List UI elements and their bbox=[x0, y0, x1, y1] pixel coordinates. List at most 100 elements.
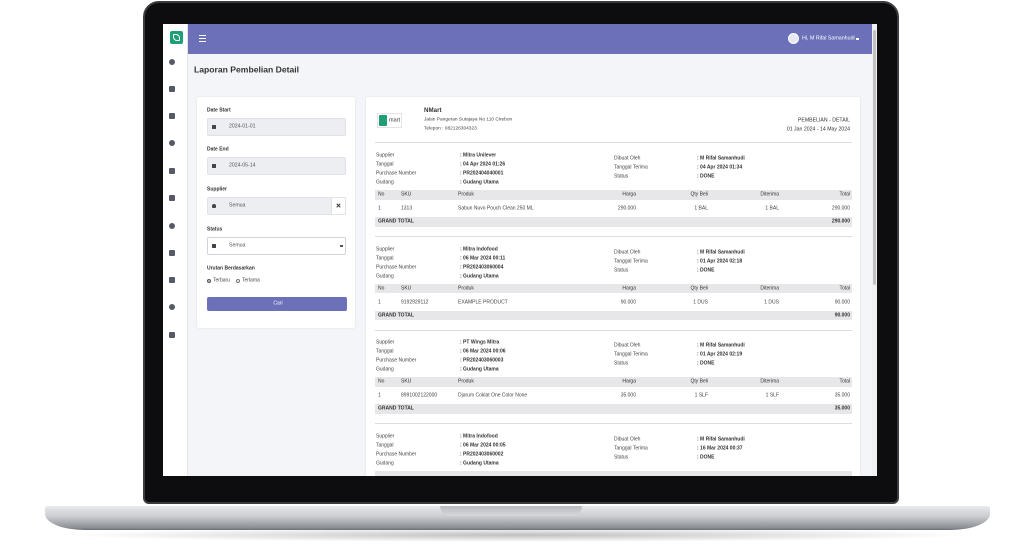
info-label: Status bbox=[614, 173, 629, 180]
radio-checked[interactable] bbox=[207, 279, 211, 283]
sidebar-icon[interactable] bbox=[169, 332, 175, 338]
field-label: Status bbox=[207, 226, 223, 233]
sidebar-icon[interactable] bbox=[169, 86, 175, 92]
grand-total-value: 290.000 bbox=[831, 218, 850, 225]
navbar bbox=[188, 24, 872, 54]
column-header: Diterima bbox=[760, 285, 779, 292]
divider bbox=[375, 142, 852, 143]
sidebar-icon[interactable] bbox=[169, 250, 175, 256]
sidebar-icon[interactable] bbox=[169, 195, 175, 201]
report-title: PEMBELIAN - DETAIL bbox=[797, 117, 850, 124]
radio-label[interactable]: Terlama bbox=[242, 277, 260, 284]
radio-label[interactable]: Terbaru bbox=[213, 277, 230, 284]
sort-label: Urutan Berdasarkan bbox=[207, 265, 255, 272]
column-header: SKU bbox=[401, 285, 412, 292]
search-button-label[interactable]: Cari bbox=[273, 300, 283, 307]
input-icon bbox=[212, 244, 216, 248]
info-value: : Gudang Utama bbox=[460, 460, 499, 467]
menu-icon bbox=[199, 38, 206, 40]
table-header bbox=[375, 471, 852, 476]
info-value: : 04 Apr 2024 01:26 bbox=[460, 161, 506, 168]
column-header: Produk bbox=[458, 191, 474, 198]
info-value: : Mitra Indofood bbox=[460, 246, 498, 253]
column-header: SKU bbox=[401, 378, 412, 385]
search-button[interactable] bbox=[207, 297, 347, 311]
scrollbar-thumb[interactable] bbox=[873, 30, 876, 285]
info-label: Dibuat Oleh bbox=[614, 155, 641, 162]
sidebar-icon[interactable] bbox=[169, 168, 175, 174]
input-icon bbox=[212, 164, 216, 168]
table-cell: 35.000 bbox=[834, 392, 850, 399]
divider bbox=[375, 236, 852, 237]
info-value: : PR202403060004 bbox=[460, 264, 504, 271]
sidebar-icon[interactable] bbox=[169, 277, 175, 283]
column-header: Produk bbox=[458, 285, 474, 292]
grand-total-label: GRAND TOTAL bbox=[378, 405, 414, 412]
input-value: 2024-01-01 bbox=[229, 123, 256, 130]
column-header: Total bbox=[839, 191, 850, 198]
column-header: Diterima bbox=[760, 191, 779, 198]
info-value: : PR202403060003 bbox=[460, 357, 504, 364]
info-label: Status bbox=[614, 360, 629, 367]
grand-total-label: GRAND TOTAL bbox=[378, 218, 414, 225]
info-value: : DONE bbox=[697, 267, 715, 274]
user-name[interactable]: Hi, M Rifal Samanhudi bbox=[802, 35, 855, 42]
report-logo-mark bbox=[379, 115, 387, 126]
user-avatar[interactable] bbox=[788, 33, 799, 44]
sidebar-icon[interactable] bbox=[169, 304, 175, 310]
column-header: Total bbox=[839, 378, 850, 385]
grand-total-row bbox=[375, 217, 852, 227]
table-header bbox=[375, 377, 852, 387]
sidebar-icon[interactable] bbox=[169, 140, 175, 146]
user-caret bbox=[856, 38, 859, 40]
table-cell: 1 bbox=[378, 205, 381, 212]
table-cell: 1 bbox=[378, 392, 381, 399]
grand-total-row bbox=[375, 310, 852, 321]
table-cell: Sabun Nuvo Pouch Clean 250 ML bbox=[458, 205, 534, 212]
table-cell: 8991002122000 bbox=[401, 392, 438, 399]
info-label: Gudang bbox=[376, 366, 394, 373]
info-value: : Gudang Utama bbox=[460, 179, 499, 186]
info-label: Tanggal bbox=[376, 161, 394, 168]
input-field[interactable] bbox=[207, 197, 346, 215]
input-field[interactable] bbox=[207, 118, 346, 136]
info-value: : Gudang Utama bbox=[460, 273, 499, 280]
laptop-shadow bbox=[60, 528, 975, 542]
sidebar-icon[interactable] bbox=[169, 223, 175, 229]
company-name: NMart bbox=[424, 106, 442, 114]
report-logo-text: mart bbox=[389, 116, 400, 123]
input-field[interactable] bbox=[207, 157, 346, 175]
screen: Hi, M Rifal Samanhudi Laporan Pembelian D… bbox=[163, 24, 877, 476]
info-label: Supplier bbox=[376, 339, 395, 346]
sidebar-icon[interactable] bbox=[169, 113, 175, 119]
field-label: Date Start bbox=[207, 107, 231, 114]
column-header: SKU bbox=[401, 191, 412, 198]
field-label: Date End bbox=[207, 146, 229, 153]
menu-icon[interactable] bbox=[199, 35, 206, 37]
info-value: : 01 Apr 2024 02:19 bbox=[697, 351, 743, 358]
input-icon bbox=[212, 204, 216, 208]
company-phone: Telepon : 082126304323 bbox=[424, 126, 477, 132]
input-field[interactable] bbox=[207, 237, 346, 255]
divider bbox=[375, 329, 852, 331]
info-label: Tanggal Terima bbox=[614, 164, 648, 171]
info-label: Supplier bbox=[376, 433, 395, 440]
column-header: Produk bbox=[458, 378, 474, 385]
table-cell: 1 bbox=[378, 299, 381, 306]
field-label: Supplier bbox=[207, 186, 228, 193]
laptop-notch bbox=[440, 506, 582, 516]
table-cell: 1 DUS bbox=[764, 299, 779, 306]
sidebar-icon[interactable] bbox=[169, 59, 175, 65]
info-label: Gudang bbox=[376, 179, 394, 186]
info-value: : M Rifal Samanhudi bbox=[697, 436, 745, 443]
radio[interactable] bbox=[236, 279, 240, 283]
table-cell: 1 DUS bbox=[693, 299, 708, 306]
sidebar bbox=[163, 24, 188, 476]
info-value: : Mitra Unilever bbox=[460, 152, 497, 159]
grand-total-row bbox=[375, 404, 852, 414]
info-label: Dibuat Oleh bbox=[614, 249, 641, 256]
column-header: Total bbox=[839, 285, 850, 292]
info-value: : 04 Apr 2024 01:34 bbox=[697, 164, 743, 171]
info-label: Supplier bbox=[376, 152, 395, 159]
info-value: : M Rifal Samanhudi bbox=[697, 342, 745, 349]
